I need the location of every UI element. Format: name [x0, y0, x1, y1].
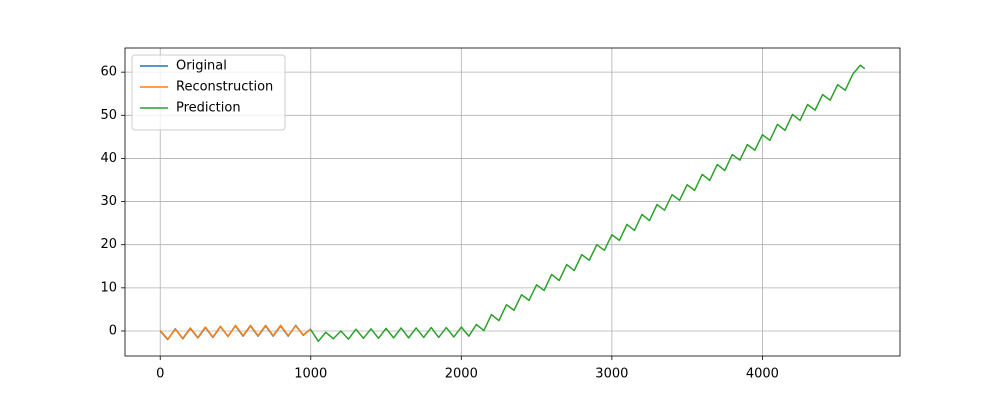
legend: Original Reconstruction Prediction: [131, 54, 286, 131]
y-tick-label: 60: [100, 65, 117, 80]
y-tick-label: 50: [100, 108, 117, 123]
legend-label: Reconstruction: [176, 80, 273, 95]
y-tick-label: 20: [100, 237, 117, 252]
data-line: [159, 324, 312, 340]
x-tick-label: 1000: [294, 367, 327, 382]
x-tick-label: 2000: [445, 367, 478, 382]
y-tick-label: 40: [100, 151, 117, 166]
x-tick-label: 3000: [595, 367, 628, 382]
x-tick-label: 0: [156, 367, 164, 382]
y-tick-label: 10: [100, 280, 117, 295]
x-tick-label: 4000: [746, 367, 779, 382]
plot-frame: [124, 47, 901, 357]
data-line: [310, 64, 866, 343]
legend-label: Original: [176, 59, 227, 74]
y-tick-label: 30: [100, 194, 117, 209]
legend-box: [131, 54, 286, 131]
y-tick-label: 0: [109, 323, 117, 338]
legend-label: Prediction: [176, 101, 241, 116]
